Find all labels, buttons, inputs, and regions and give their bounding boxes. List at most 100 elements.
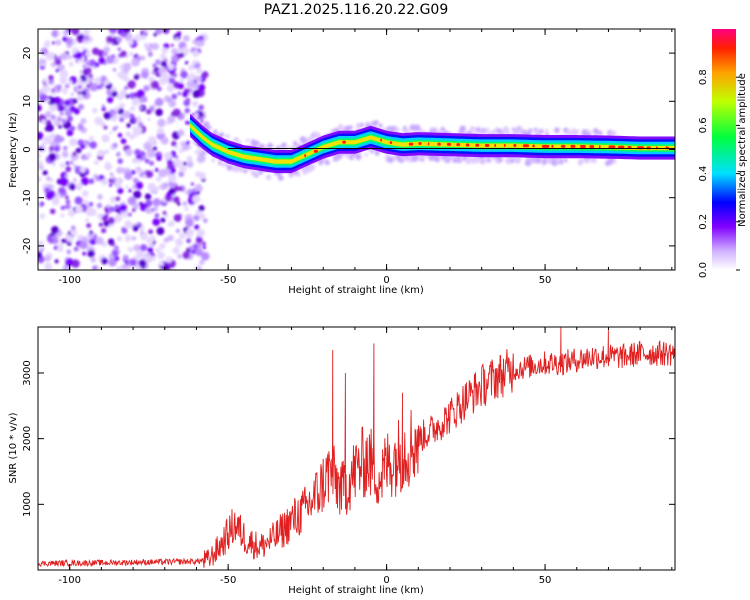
spectrogram-noise-blob (160, 136, 169, 145)
spectrogram-halo-blob (254, 172, 259, 176)
spectrogram-noise-blob (103, 111, 112, 120)
spectrogram-noise-blob (109, 29, 118, 34)
spectrogram-noise-blob (185, 140, 190, 145)
spectrogram-noise-blob (182, 161, 187, 166)
spectrogram-noise-blob (43, 135, 52, 145)
spectrogram-noise-blob (185, 120, 190, 125)
spectrogram-noise-blob (76, 182, 83, 189)
spectrogram-noise-blob (160, 60, 167, 67)
track-core-seg (560, 144, 566, 148)
spectrogram-noise-blob (132, 126, 139, 133)
spectrogram-noise-blob (59, 177, 69, 187)
spectrogram-noise-blob (119, 102, 126, 109)
spectrogram-y-tick-label: 10 (22, 95, 33, 108)
spectrogram-noise-blob (157, 127, 165, 135)
spectrogram-noise-blob (139, 99, 143, 104)
spectrogram-noise-blob (64, 174, 69, 179)
spectrogram-noise-blob (111, 175, 115, 180)
spectrogram-noise-blob (131, 169, 136, 175)
spectrogram-noise-blob (136, 55, 142, 61)
spectrogram-noise-blob (143, 29, 148, 34)
spectrogram-noise-blob (51, 88, 56, 93)
spectrogram-noise-blob (197, 154, 206, 163)
spectrogram-noise-blob (172, 246, 180, 255)
track-core-seg (608, 145, 616, 149)
spectrogram-noise-blob (192, 195, 201, 204)
spectrogram-noise (38, 29, 210, 270)
spectrogram-noise-blob (85, 208, 94, 217)
spectrogram-noise-blob (61, 151, 69, 158)
spectrogram-noise-blob (116, 36, 122, 43)
spectrogram-halo-blob (517, 127, 523, 133)
colorbar-gradient (712, 29, 736, 270)
spectrogram-noise-blob (55, 68, 60, 73)
spectrogram-halo-blob (296, 172, 301, 177)
spectrogram-noise-blob (38, 251, 43, 259)
spectrogram-noise-blob (111, 249, 119, 257)
spectrogram-noise-blob (67, 241, 72, 246)
snr-axes: -100 -50 0 50 1000 2000 3000 (22, 327, 675, 586)
spectrogram-noise-blob (86, 80, 90, 85)
spectrogram-noise-blob (152, 146, 157, 151)
spectrogram-noise-blob (51, 29, 59, 38)
spectrogram-noise-blob (129, 258, 137, 267)
spectrogram-noise-blob (194, 224, 200, 230)
spectrogram-noise-blob (171, 140, 177, 147)
spectrogram-noise-blob (99, 85, 104, 90)
spectrogram-noise-blob (83, 34, 90, 41)
spectrogram-noise-blob (114, 178, 121, 185)
spectrogram-halo-blob (610, 130, 617, 136)
spectrogram-halo-blob (475, 127, 481, 133)
spectrogram-halo-blob (476, 159, 481, 164)
spectrogram-noise-blob (132, 203, 139, 210)
spectrogram-noise-blob (141, 95, 147, 101)
spectrogram-noise-blob (186, 160, 194, 168)
spectrogram-noise-blob (100, 121, 106, 128)
spectrogram-noise-blob (50, 178, 54, 183)
spectrogram-halo-blob (539, 128, 544, 134)
spectrogram-noise-blob (75, 147, 82, 154)
spectrogram-noise-blob (179, 232, 186, 239)
spectrogram-noise-blob (127, 196, 136, 206)
spectrogram-noise-blob (177, 253, 183, 259)
spectrogram-noise-blob (59, 69, 69, 79)
spectrogram-noise-blob (68, 55, 72, 60)
spectrogram-x-tick-label: 0 (383, 275, 389, 286)
spectrogram-halo-blob (359, 122, 364, 127)
spectrogram-noise-blob (82, 251, 87, 256)
spectrogram-noise-blob (154, 189, 159, 194)
spectrogram-noise-blob (80, 154, 87, 161)
spectrogram-noise-blob (119, 89, 128, 98)
spectrogram-noise-blob (196, 228, 206, 238)
spectrogram-noise-blob (86, 48, 90, 52)
spectrogram-noise-blob (202, 245, 206, 250)
spectrogram-noise-blob (80, 118, 87, 125)
spectrogram-noise-blob (108, 183, 113, 187)
spectrogram-noise-blob (167, 63, 175, 71)
spectrogram-noise-blob (71, 29, 80, 36)
spectrogram-noise-blob (146, 238, 152, 243)
spectrogram-noise-blob (90, 256, 96, 263)
spectrogram-noise-blob (44, 255, 51, 262)
spectrogram-noise-blob (38, 104, 42, 112)
colorbar-tick-label: 0.6 (698, 117, 709, 133)
spectrogram-noise-blob (181, 141, 187, 147)
snr-panel: -100 -50 0 50 1000 2000 3000 Height of straigh… (8, 326, 676, 596)
spectrogram-noise-blob (116, 72, 121, 77)
spectrogram-noise-blob (166, 84, 175, 93)
spectrogram-noise-blob (158, 261, 164, 267)
spectrogram-noise-blob (114, 256, 120, 262)
colorbar-ticks: 0.0 0.2 0.4 0.6 0.8 (698, 69, 740, 278)
spectrogram-noise-blob (103, 125, 108, 130)
spectrogram-noise-blob (131, 97, 141, 106)
spectrogram-noise-blob (72, 151, 77, 157)
colorbar-tick-label: 0.4 (698, 166, 709, 182)
spectrogram-noise-blob (178, 148, 184, 154)
spectrogram-halo-blob (255, 140, 260, 146)
spectrogram-noise-blob (154, 168, 159, 173)
track-core-seg (551, 144, 554, 148)
spectrogram-noise-blob (63, 99, 71, 107)
track-core-seg (437, 142, 441, 146)
spectrogram-halo-blob (497, 157, 503, 163)
